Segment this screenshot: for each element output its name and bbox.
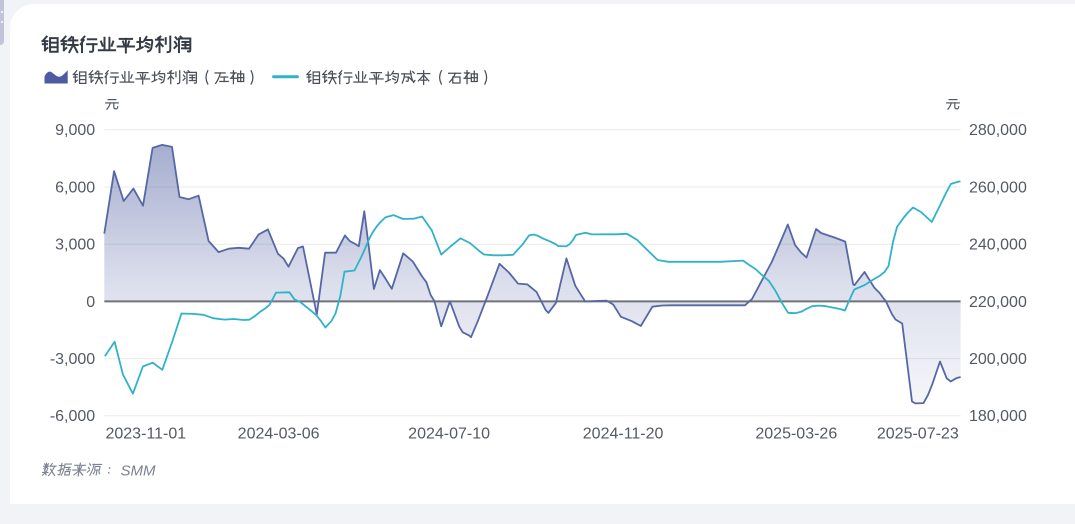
svg-text:180,000: 180,000 (969, 408, 1027, 425)
svg-text:9,000: 9,000 (55, 122, 95, 139)
svg-text:6,000: 6,000 (55, 179, 95, 196)
svg-text:280,000: 280,000 (969, 122, 1027, 139)
svg-text:220,000: 220,000 (969, 294, 1027, 311)
svg-text:SMM: SMM (121, 463, 157, 480)
svg-text:2023-11-01: 2023-11-01 (105, 425, 186, 442)
svg-text:0: 0 (86, 294, 95, 311)
svg-text:-3,000: -3,000 (50, 351, 95, 368)
svg-text:260,000: 260,000 (969, 179, 1027, 196)
svg-text:2025-07-23: 2025-07-23 (877, 425, 959, 442)
svg-text:3,000: 3,000 (55, 237, 95, 254)
svg-text:2025-03-26: 2025-03-26 (755, 425, 837, 442)
svg-text:2024-07-10: 2024-07-10 (408, 425, 490, 442)
svg-text:-6,000: -6,000 (50, 408, 95, 425)
svg-text:2024-03-06: 2024-03-06 (238, 425, 320, 442)
svg-text:200,000: 200,000 (969, 351, 1027, 368)
svg-text:2024-11-20: 2024-11-20 (583, 425, 664, 442)
svg-text:240,000: 240,000 (969, 237, 1027, 254)
